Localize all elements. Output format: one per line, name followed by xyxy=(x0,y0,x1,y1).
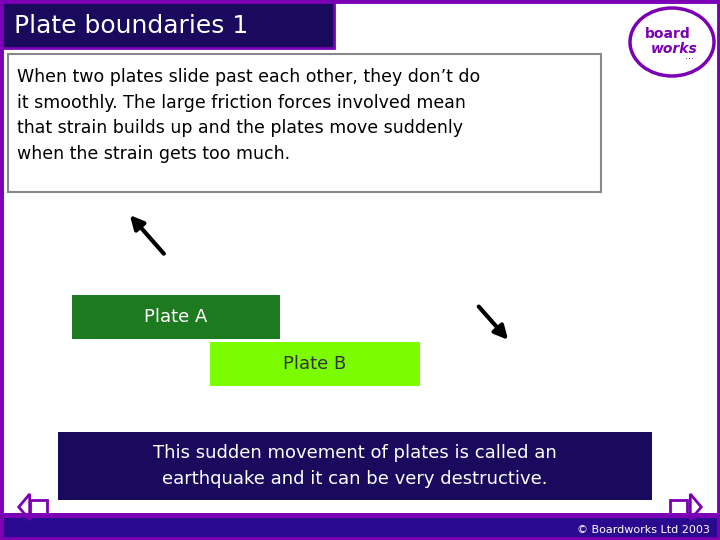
Text: ...: ... xyxy=(685,51,695,61)
FancyBboxPatch shape xyxy=(72,295,280,339)
Text: This sudden movement of plates is called an
earthquake and it can be very destru: This sudden movement of plates is called… xyxy=(153,444,557,488)
FancyBboxPatch shape xyxy=(210,342,420,386)
FancyBboxPatch shape xyxy=(8,54,601,192)
Text: © Boardworks Ltd 2003: © Boardworks Ltd 2003 xyxy=(577,525,710,535)
FancyBboxPatch shape xyxy=(0,516,720,540)
Text: board: board xyxy=(645,27,691,41)
Text: Plate boundaries 1: Plate boundaries 1 xyxy=(14,14,248,38)
Text: Plate B: Plate B xyxy=(284,355,346,373)
Text: Plate A: Plate A xyxy=(144,308,207,326)
FancyBboxPatch shape xyxy=(0,513,720,518)
FancyBboxPatch shape xyxy=(58,432,652,500)
Text: When two plates slide past each other, they don’t do
it smoothly. The large fric: When two plates slide past each other, t… xyxy=(17,68,480,163)
FancyBboxPatch shape xyxy=(2,2,334,48)
Ellipse shape xyxy=(630,8,714,76)
Text: works: works xyxy=(651,42,698,56)
